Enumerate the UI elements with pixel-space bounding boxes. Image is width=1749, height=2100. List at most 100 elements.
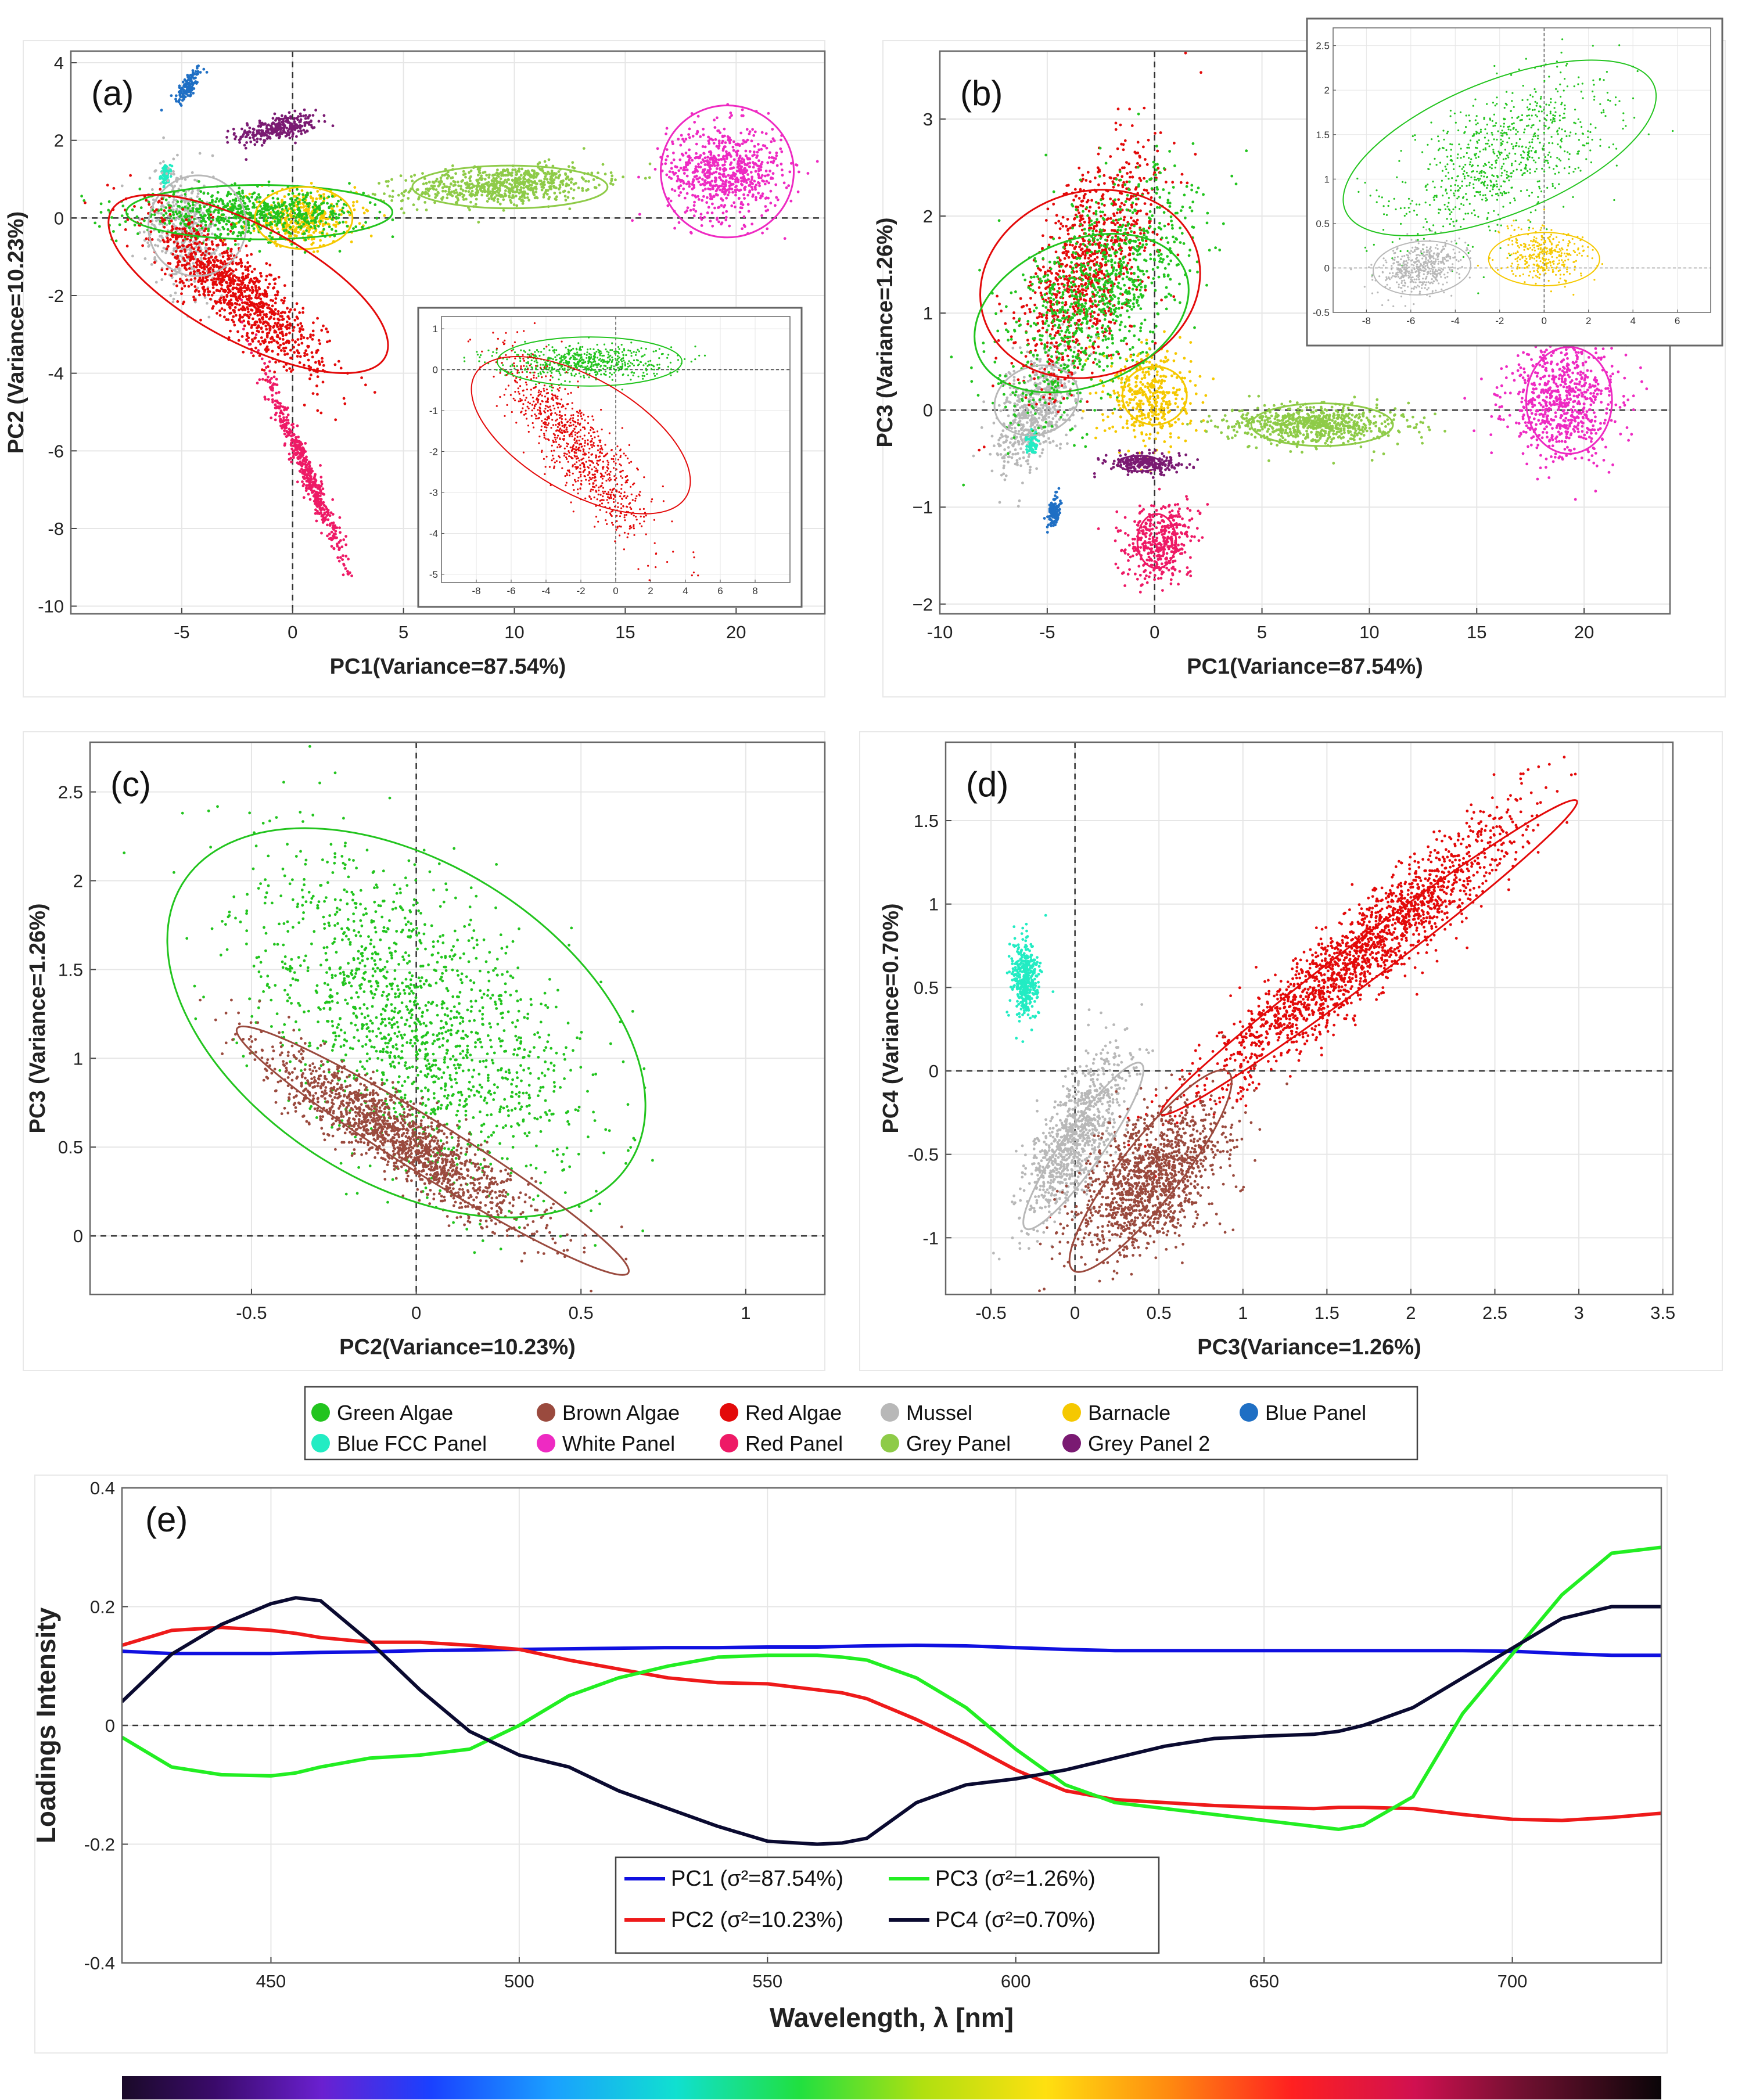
point [336,556,339,559]
point [263,395,267,399]
point [518,192,521,195]
point [741,108,744,112]
point [751,128,754,131]
point [479,185,482,189]
point [747,210,750,213]
point [361,206,365,210]
point [215,244,218,247]
point [691,183,694,186]
point [437,192,440,195]
point [341,558,344,561]
point [263,141,265,145]
point [229,250,233,253]
point [764,209,768,213]
point [581,189,584,192]
point [247,298,250,301]
point [703,168,706,171]
point [182,244,185,247]
point [705,201,709,204]
point [428,194,431,197]
point [225,295,229,298]
point [515,172,519,176]
point [178,84,181,88]
point [265,204,268,207]
point [315,384,318,387]
point [295,228,298,231]
point [339,556,342,559]
point [238,141,241,144]
point [483,178,487,181]
point [538,179,541,183]
point [703,215,706,219]
point [289,456,293,460]
point [192,265,196,268]
point [462,173,465,177]
point [495,194,498,197]
point [515,204,519,207]
point [258,213,262,216]
point [297,200,301,204]
point [311,333,315,337]
point [232,216,235,220]
point [195,232,198,235]
point [755,184,758,187]
point [126,218,130,221]
point [182,300,185,304]
point [328,223,331,226]
point [530,180,533,183]
point [306,353,309,356]
point [516,185,519,188]
point [561,181,564,184]
point [160,278,164,281]
point [295,443,298,447]
point [169,294,173,297]
point [758,184,761,188]
point [580,176,584,179]
point [265,127,268,130]
point [757,181,760,184]
point [761,192,764,195]
point [300,225,303,228]
point [187,232,191,235]
point [246,314,249,317]
point [542,196,545,199]
point [745,128,749,131]
point [455,195,458,199]
point [299,322,303,325]
point [182,239,185,242]
point [244,295,247,298]
point [509,189,513,192]
point [400,199,403,203]
point [236,299,239,302]
point [771,137,775,141]
point [219,197,222,201]
point [281,214,284,218]
point [172,222,175,226]
point [213,273,217,276]
point [187,262,191,265]
point [181,80,185,84]
point [216,227,220,231]
point [243,129,246,132]
point [206,301,209,305]
point [260,305,263,308]
point [155,281,158,284]
point [321,521,325,524]
point [268,360,271,364]
point [287,231,290,234]
point [191,69,195,72]
point [184,82,188,85]
point [236,235,239,238]
point [191,200,195,204]
point [274,297,278,300]
point [342,211,346,214]
point [238,138,241,142]
point [316,409,319,412]
point [518,170,521,173]
point [246,254,249,257]
point [238,294,242,297]
point [265,312,268,316]
point [301,446,304,450]
point [425,181,428,185]
point [246,230,249,233]
